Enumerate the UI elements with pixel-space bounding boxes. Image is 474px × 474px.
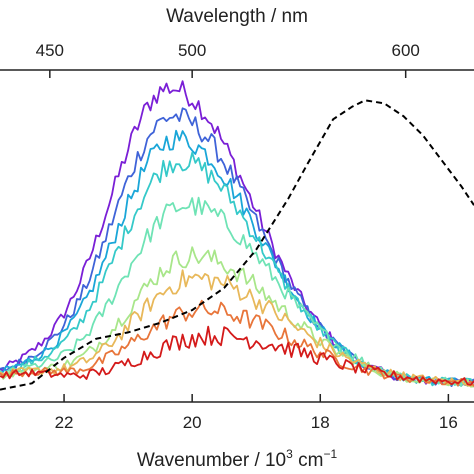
bottom-axis-title-prefix: Wavenumber / 10 [137,450,286,471]
emission-series-5 [0,196,474,388]
axis-ticks: 22 20 18 16 450 500 600 [36,41,458,432]
bottom-axis-title: Wavenumber / 103 cm−1 [137,447,338,471]
emission-series-2 [0,107,474,388]
bottom-tick-label-22: 22 [55,413,74,432]
top-axis-title: Wavelength / nm [166,6,308,27]
top-tick-label-600: 600 [391,41,419,60]
bottom-axis-title-unit: cm [293,450,324,471]
plot-area [0,80,474,391]
emission-series-9 [0,325,474,386]
top-tick-label-450: 450 [36,41,64,60]
emission-series-3 [0,129,474,387]
bottom-tick-label-20: 20 [183,413,202,432]
bottom-tick-label-18: 18 [311,413,330,432]
bottom-axis-title-unit-exp: −1 [323,447,337,461]
bottom-tick-label-16: 16 [439,413,458,432]
top-tick-label-500: 500 [178,41,206,60]
dashed-series [0,99,474,391]
emission-series-1 [0,80,474,387]
emission-series-4 [0,151,474,388]
bottom-axis-title-exp: 3 [286,447,293,461]
